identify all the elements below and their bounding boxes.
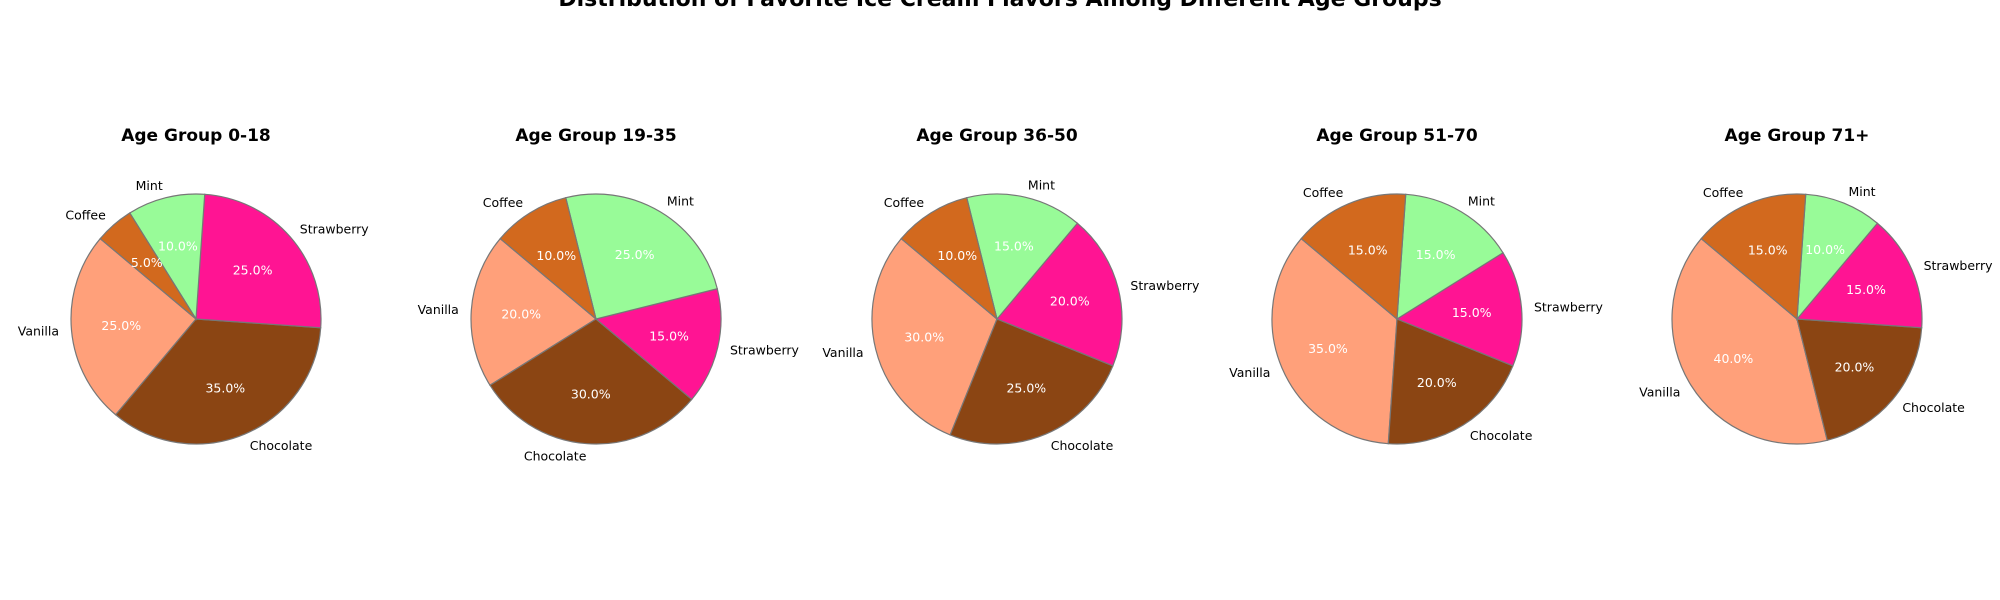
pct-label-coffee: 5.0% bbox=[131, 255, 163, 270]
slice-label-vanilla: Vanilla bbox=[418, 302, 459, 317]
pie-slice-vanilla bbox=[470, 237, 598, 387]
pie-slice-coffee bbox=[1300, 193, 1407, 321]
pie-slice-mint bbox=[966, 193, 1079, 321]
slice-label-mint: Mint bbox=[1028, 178, 1055, 193]
slice-label-strawberry: Strawberry bbox=[730, 342, 800, 357]
pie-slice-strawberry bbox=[195, 193, 322, 329]
pie-slice-vanilla bbox=[1271, 237, 1398, 445]
pct-label-chocolate: 25.0% bbox=[1006, 381, 1046, 396]
pct-label-vanilla: 40.0% bbox=[1714, 351, 1754, 366]
slice-label-strawberry: Strawberry bbox=[1534, 300, 1604, 315]
pie-title: Age Group 51-70 bbox=[1316, 126, 1478, 146]
pie-title: Age Group 36-50 bbox=[916, 126, 1078, 146]
pie-slice-strawberry bbox=[594, 288, 722, 401]
pie-slice-coffee bbox=[99, 212, 197, 320]
pie-chart-age-group-51-70: Age Group 51-70 Vanilla 35.0% Chocolate 20.0… bbox=[1229, 126, 1604, 445]
pct-label-strawberry: 20.0% bbox=[1050, 293, 1090, 308]
slice-label-strawberry: Strawberry bbox=[300, 221, 370, 236]
slice-label-mint: Mint bbox=[1468, 194, 1495, 209]
slice-label-mint: Mint bbox=[136, 178, 163, 193]
slice-label-coffee: Coffee bbox=[65, 208, 106, 223]
pie-chart-age-group-0-18: Age Group 0-18 Vanilla 25.0% Chocolate 35.0%… bbox=[18, 126, 370, 453]
slice-label-vanilla: Vanilla bbox=[822, 345, 863, 360]
pct-label-vanilla: 20.0% bbox=[501, 306, 541, 321]
slice-label-coffee: Coffee bbox=[1703, 185, 1744, 200]
slice-label-coffee: Coffee bbox=[1303, 185, 1344, 200]
pie-title: Age Group 19-35 bbox=[515, 126, 676, 146]
slice-label-vanilla: Vanilla bbox=[1229, 365, 1270, 380]
slice-label-chocolate: Chocolate bbox=[1470, 428, 1533, 443]
pct-label-vanilla: 25.0% bbox=[101, 318, 141, 333]
pct-label-strawberry: 15.0% bbox=[1846, 282, 1886, 297]
slice-label-chocolate: Chocolate bbox=[524, 449, 587, 464]
slice-label-chocolate: Chocolate bbox=[250, 438, 313, 453]
pie-slice-chocolate bbox=[1796, 318, 1923, 442]
pie-slice-chocolate bbox=[1387, 318, 1514, 445]
pie-chart-age-group-71: Age Group 71+ Vanilla 40.0% Chocolate 20.0% S… bbox=[1639, 126, 1994, 445]
pie-slice-coffee bbox=[499, 196, 598, 321]
pct-label-chocolate: 20.0% bbox=[1835, 360, 1875, 375]
pct-label-mint: 15.0% bbox=[994, 238, 1034, 253]
pie-title: Age Group 71+ bbox=[1725, 126, 1870, 146]
pie-slice-coffee bbox=[900, 196, 999, 321]
pie-title: Age Group 0-18 bbox=[121, 126, 271, 146]
slice-label-chocolate: Chocolate bbox=[1902, 400, 1965, 415]
pct-label-strawberry: 15.0% bbox=[1452, 305, 1492, 320]
pie-chart-age-group-36-50: Age Group 36-50 Vanilla 30.0% Chocolate 25.0… bbox=[822, 126, 1200, 453]
pct-label-coffee: 15.0% bbox=[1748, 242, 1788, 257]
pie-chart-age-group-19-35: Age Group 19-35 Vanilla 20.0% Chocolate 30.0… bbox=[418, 126, 800, 464]
pie-slice-strawberry bbox=[1395, 251, 1523, 367]
pie-slice-strawberry bbox=[1795, 222, 1923, 329]
pct-label-mint: 10.0% bbox=[1805, 242, 1845, 257]
pie-slice-chocolate bbox=[114, 318, 322, 445]
slice-label-coffee: Coffee bbox=[483, 195, 524, 210]
pct-label-chocolate: 30.0% bbox=[571, 386, 611, 401]
slice-label-vanilla: Vanilla bbox=[18, 323, 59, 338]
pie-slice-mint bbox=[128, 193, 206, 321]
pie-slice-vanilla bbox=[70, 237, 197, 416]
figure-title: Distribution of Favorite Ice Cream Flavo… bbox=[0, 0, 2000, 13]
pct-label-coffee: 15.0% bbox=[1348, 242, 1388, 257]
pct-label-chocolate: 35.0% bbox=[205, 381, 245, 396]
pie-slice-mint bbox=[1796, 193, 1879, 321]
slice-label-vanilla: Vanilla bbox=[1639, 384, 1680, 399]
pct-label-vanilla: 35.0% bbox=[1308, 341, 1348, 356]
pct-label-strawberry: 15.0% bbox=[649, 328, 689, 343]
pie-slice-vanilla bbox=[1671, 237, 1828, 445]
pie-slice-coffee bbox=[1700, 193, 1807, 321]
pct-label-strawberry: 25.0% bbox=[233, 262, 273, 277]
slice-label-mint: Mint bbox=[1849, 184, 1876, 199]
slice-label-mint: Mint bbox=[667, 194, 694, 209]
slice-label-strawberry: Strawberry bbox=[1130, 278, 1200, 293]
pie-slice-mint bbox=[1396, 193, 1504, 321]
pct-label-mint: 25.0% bbox=[615, 247, 655, 262]
pct-label-vanilla: 30.0% bbox=[904, 330, 944, 345]
pct-label-coffee: 10.0% bbox=[536, 248, 576, 263]
pct-label-chocolate: 20.0% bbox=[1417, 375, 1457, 390]
pct-label-mint: 15.0% bbox=[1416, 247, 1456, 262]
slice-label-strawberry: Strawberry bbox=[1924, 258, 1994, 273]
slice-label-chocolate: Chocolate bbox=[1051, 438, 1114, 453]
pie-slice-mint bbox=[565, 193, 719, 320]
pct-label-mint: 10.0% bbox=[158, 239, 198, 254]
pie-slice-chocolate bbox=[949, 318, 1114, 445]
pie-slice-chocolate bbox=[489, 318, 693, 445]
pie-slice-strawberry bbox=[996, 222, 1123, 367]
slice-label-coffee: Coffee bbox=[884, 195, 925, 210]
pct-label-coffee: 10.0% bbox=[937, 248, 977, 263]
pie-slice-vanilla bbox=[871, 237, 998, 436]
